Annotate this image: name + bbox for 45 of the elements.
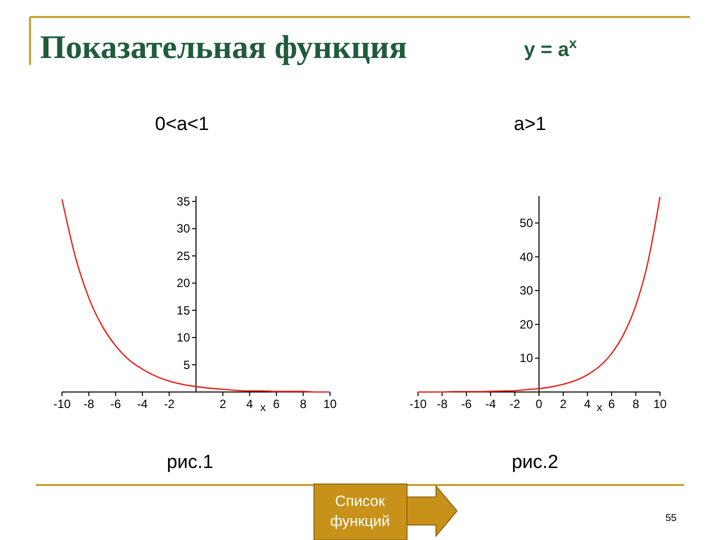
x-tick-label: 2 bbox=[219, 397, 226, 411]
y-tick-label: 40 bbox=[520, 250, 534, 264]
x-tick-label: -2 bbox=[509, 397, 520, 411]
x-tick-label: 8 bbox=[300, 397, 307, 411]
x-tick-label: 8 bbox=[632, 397, 640, 411]
text: рис.1 bbox=[166, 452, 214, 473]
x-tick-label: 6 bbox=[273, 397, 280, 411]
y-tick-label: 30 bbox=[176, 222, 190, 236]
x-axis-title: x bbox=[260, 402, 266, 414]
text: рис.2 bbox=[512, 452, 558, 473]
x-tick-label: -6 bbox=[110, 397, 122, 411]
y-tick-label: 10 bbox=[176, 330, 190, 345]
y-tick-label: 10 bbox=[520, 351, 534, 366]
x-tick-label: -8 bbox=[83, 397, 94, 411]
y-tick-label: 35 bbox=[176, 194, 190, 208]
y-tick-label: 30 bbox=[520, 284, 534, 298]
x-tick-label: -10 bbox=[53, 397, 71, 411]
x-axis-title: x bbox=[596, 402, 603, 414]
x-tick-label: 2 bbox=[560, 397, 567, 411]
x-tick-label: -8 bbox=[436, 397, 448, 411]
x-tick-label: 10 bbox=[653, 397, 667, 411]
y-tick-label: 25 bbox=[176, 248, 190, 263]
x-tick-label: -4 bbox=[485, 397, 496, 411]
y-tick-label: 5 bbox=[183, 358, 190, 372]
x-tick-label: 10 bbox=[323, 397, 337, 411]
x-tick-label: -6 bbox=[461, 397, 472, 411]
x-tick-label: 4 bbox=[246, 397, 254, 411]
x-tick-label: 4 bbox=[584, 397, 592, 411]
text: Показательная функция bbox=[40, 30, 407, 66]
line-series bbox=[417, 196, 661, 393]
line-series bbox=[61, 198, 331, 393]
text: Список функций bbox=[330, 493, 390, 530]
chart-title: 0<a<1 bbox=[155, 114, 209, 135]
text: 55 bbox=[665, 513, 677, 524]
y-tick-label: 15 bbox=[176, 303, 190, 318]
x-tick-label: -4 bbox=[137, 397, 148, 411]
x-tick-label: 6 bbox=[608, 397, 616, 411]
chart-title: a>1 bbox=[514, 114, 546, 135]
y-tick-label: 20 bbox=[176, 276, 190, 290]
y-tick-label: 20 bbox=[520, 317, 534, 332]
y-tick-label: 50 bbox=[520, 216, 534, 230]
x-tick-label: -10 bbox=[409, 397, 427, 411]
x-tick-label: 0 bbox=[536, 397, 543, 411]
text: y = a$^{x}$ bbox=[524, 35, 578, 61]
x-tick-label: -2 bbox=[164, 397, 175, 411]
